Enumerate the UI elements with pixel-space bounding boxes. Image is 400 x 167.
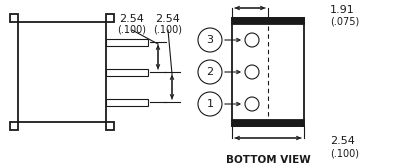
Text: 3: 3	[206, 35, 214, 45]
Text: (.100): (.100)	[330, 148, 359, 158]
Circle shape	[198, 28, 222, 52]
Text: (.075): (.075)	[330, 17, 359, 27]
Bar	[106, 99, 148, 106]
Bar	[232, 120, 304, 126]
Bar	[106, 69, 148, 76]
Bar	[106, 122, 114, 130]
Text: (.100): (.100)	[118, 25, 146, 35]
Text: 2.54: 2.54	[156, 14, 180, 24]
Bar	[232, 18, 304, 126]
Text: 1: 1	[206, 99, 214, 109]
Text: BOTTOM VIEW: BOTTOM VIEW	[226, 155, 310, 165]
Text: 2.54: 2.54	[330, 136, 355, 146]
Bar	[18, 22, 106, 122]
Circle shape	[245, 97, 259, 111]
Bar	[106, 39, 148, 46]
Circle shape	[198, 60, 222, 84]
Circle shape	[245, 33, 259, 47]
Circle shape	[198, 92, 222, 116]
Circle shape	[245, 65, 259, 79]
Text: (.100): (.100)	[154, 25, 182, 35]
Text: 2.54: 2.54	[120, 14, 144, 24]
Text: 2: 2	[206, 67, 214, 77]
Bar	[106, 14, 114, 22]
Bar	[232, 18, 304, 24]
Bar	[10, 122, 18, 130]
Bar	[10, 14, 18, 22]
Text: 1.91: 1.91	[330, 5, 355, 15]
